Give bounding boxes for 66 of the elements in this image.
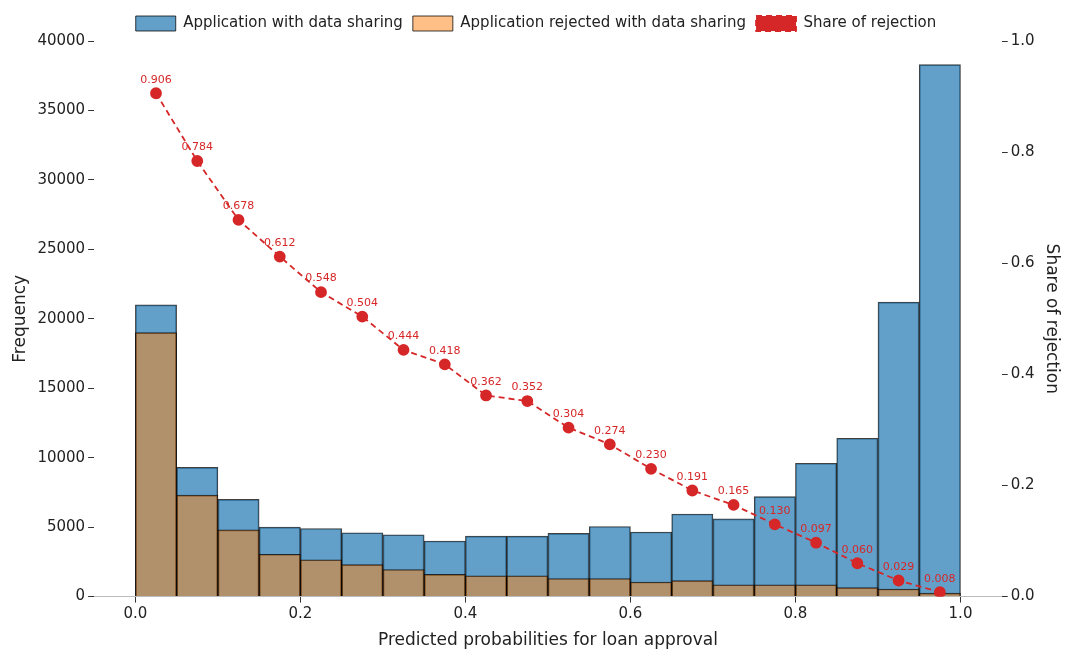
x-axis-title: Predicted probabilities for loan approval <box>377 629 718 650</box>
y-tick-label: 40000 <box>37 30 86 49</box>
data-label: 0.352 <box>511 380 544 394</box>
data-label: 0.191 <box>676 469 709 483</box>
point <box>150 87 162 100</box>
legend-label: Application with data sharing <box>183 13 403 32</box>
y-axis-title: Frequency <box>8 274 29 363</box>
point <box>933 586 946 597</box>
y-tick-label: 20000 <box>37 308 86 327</box>
point <box>892 574 905 587</box>
data-label: 0.504 <box>346 295 379 309</box>
data-label: 0.678 <box>222 199 255 213</box>
y2-tick-label: 0.2 <box>1010 475 1035 494</box>
y-tick-label: 5000 <box>46 517 86 536</box>
data-label: 0.444 <box>387 329 420 343</box>
x-tick-label: 0.8 <box>783 604 808 623</box>
point <box>356 310 369 323</box>
point <box>810 536 822 549</box>
point <box>686 484 699 497</box>
y2-tick-label: 0.4 <box>1010 364 1035 383</box>
point <box>191 155 204 167</box>
data-label: 0.906 <box>140 72 172 86</box>
point <box>273 250 286 263</box>
data-label: 0.029 <box>882 559 915 573</box>
y2-tick-label: 0.6 <box>1010 253 1035 272</box>
point <box>562 421 575 434</box>
x-tick-label: 0.2 <box>288 604 313 623</box>
data-label: 0.362 <box>470 374 502 388</box>
data-label: 0.304 <box>552 407 585 421</box>
legend-label: Share of rejection <box>803 13 937 32</box>
x-tick-label: 0.6 <box>618 604 643 623</box>
y2-tick-label: 0.8 <box>1010 142 1035 161</box>
y-tick-label: 10000 <box>37 447 86 466</box>
point <box>603 438 616 451</box>
y-tick-label: 25000 <box>37 239 86 258</box>
y-tick-label: 15000 <box>37 378 86 397</box>
point <box>645 462 657 475</box>
data-label: 0.097 <box>800 522 832 536</box>
data-label: 0.165 <box>717 484 750 498</box>
data-label: 0.274 <box>594 423 626 437</box>
y2-tick-label: 0.0 <box>1010 586 1035 605</box>
point <box>521 395 534 407</box>
point <box>727 499 740 511</box>
point <box>438 358 451 371</box>
y-tick-label: 30000 <box>37 169 86 188</box>
point <box>768 518 781 531</box>
y2-axis-title: Share of rejection <box>1043 243 1064 395</box>
x-tick-label: 0.0 <box>123 604 148 623</box>
data-label: 0.008 <box>924 571 956 585</box>
point <box>232 214 245 226</box>
data-label: 0.612 <box>264 235 296 249</box>
data-label: 0.418 <box>429 343 461 357</box>
x-tick-label: 0.4 <box>453 604 478 623</box>
point <box>397 344 410 356</box>
data-label: 0.230 <box>635 448 667 462</box>
x-tick-label: 1.0 <box>948 604 973 623</box>
legend-label: Application rejected with data sharing <box>460 13 747 32</box>
data-label: 0.548 <box>305 271 337 285</box>
point <box>851 557 864 570</box>
data-label: 0.060 <box>841 542 874 556</box>
point <box>315 286 327 299</box>
y-tick-label: 35000 <box>37 100 86 119</box>
y2-tick-label: 1.0 <box>1010 30 1035 49</box>
y-tick-label: 0 <box>75 586 86 605</box>
point <box>480 389 492 402</box>
data-label: 0.130 <box>759 503 791 517</box>
